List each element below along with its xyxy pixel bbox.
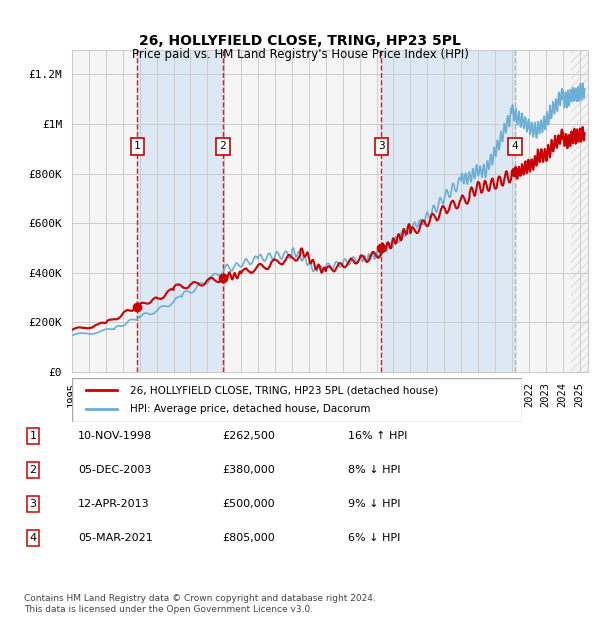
Text: 2: 2 (29, 465, 37, 475)
Text: 10-NOV-1998: 10-NOV-1998 (78, 431, 152, 441)
Text: 1: 1 (29, 431, 37, 441)
Text: Price paid vs. HM Land Registry's House Price Index (HPI): Price paid vs. HM Land Registry's House … (131, 48, 469, 61)
Text: £500,000: £500,000 (222, 499, 275, 509)
Text: 05-DEC-2003: 05-DEC-2003 (78, 465, 151, 475)
Text: 8% ↓ HPI: 8% ↓ HPI (348, 465, 401, 475)
Text: £380,000: £380,000 (222, 465, 275, 475)
Text: £805,000: £805,000 (222, 533, 275, 543)
Text: 1: 1 (134, 141, 140, 151)
FancyBboxPatch shape (72, 378, 522, 422)
Text: 26, HOLLYFIELD CLOSE, TRING, HP23 5PL (detached house): 26, HOLLYFIELD CLOSE, TRING, HP23 5PL (d… (131, 386, 439, 396)
Text: 05-MAR-2021: 05-MAR-2021 (78, 533, 153, 543)
Text: Contains HM Land Registry data © Crown copyright and database right 2024.
This d: Contains HM Land Registry data © Crown c… (24, 595, 376, 614)
Text: HPI: Average price, detached house, Dacorum: HPI: Average price, detached house, Daco… (131, 404, 371, 414)
Text: 4: 4 (29, 533, 37, 543)
Text: 26, HOLLYFIELD CLOSE, TRING, HP23 5PL: 26, HOLLYFIELD CLOSE, TRING, HP23 5PL (139, 34, 461, 48)
Text: 6% ↓ HPI: 6% ↓ HPI (348, 533, 400, 543)
Text: 9% ↓ HPI: 9% ↓ HPI (348, 499, 401, 509)
Bar (137, 50, 223, 372)
Text: 16% ↑ HPI: 16% ↑ HPI (348, 431, 407, 441)
Bar (381, 50, 515, 372)
Text: 4: 4 (512, 141, 518, 151)
Text: 12-APR-2013: 12-APR-2013 (78, 499, 149, 509)
Text: 2: 2 (220, 141, 226, 151)
Text: 3: 3 (29, 499, 37, 509)
Text: 3: 3 (378, 141, 385, 151)
Text: £262,500: £262,500 (222, 431, 275, 441)
